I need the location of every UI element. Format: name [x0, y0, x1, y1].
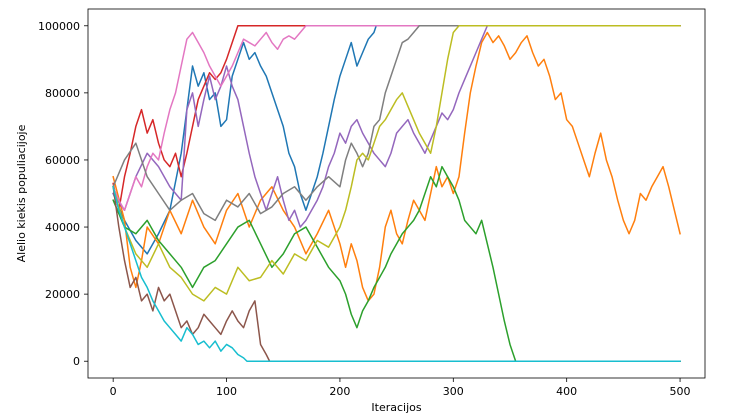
x-tick-label: 500	[670, 385, 691, 398]
y-tick-label: 40000	[45, 221, 80, 234]
series-line-8	[112, 25, 681, 222]
x-tick-label: 300	[443, 385, 464, 398]
y-axis: 0 20000 40000 60000 80000 100000	[38, 20, 88, 368]
y-tick-label: 60000	[45, 154, 80, 167]
x-tick-label: 200	[329, 385, 350, 398]
x-tick-label: 100	[216, 385, 237, 398]
series-line-5	[112, 25, 681, 228]
y-axis-title: Alelio kiekis populiacijoje	[15, 124, 28, 262]
series-line-7	[112, 25, 681, 212]
x-axis: 0 100 200 300 400 500	[110, 378, 691, 398]
y-tick-label: 100000	[38, 20, 80, 33]
y-tick-label: 0	[73, 355, 80, 368]
series-line-3	[112, 165, 681, 362]
series-line-9	[112, 25, 681, 302]
y-tick-label: 80000	[45, 87, 80, 100]
series-line-10	[112, 185, 681, 362]
series-layer	[112, 25, 681, 362]
series-line-4	[112, 25, 681, 212]
series-line-2	[112, 31, 681, 302]
x-tick-label: 400	[556, 385, 577, 398]
y-tick-label: 20000	[45, 288, 80, 301]
plot-frame	[87, 8, 706, 379]
x-tick-label: 0	[110, 385, 117, 398]
series-line-6	[112, 185, 681, 362]
x-axis-title: Iteracijos	[371, 401, 421, 414]
